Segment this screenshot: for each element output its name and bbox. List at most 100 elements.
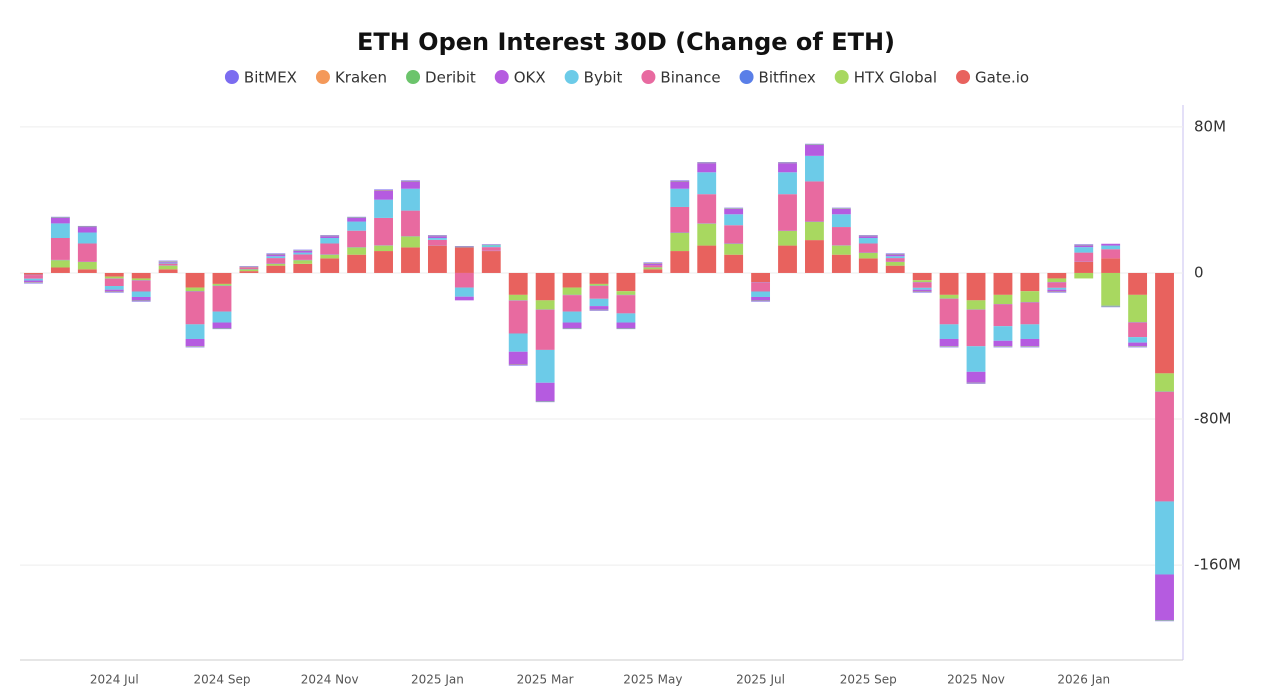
bar-segment [320,236,340,238]
bar-segment [401,236,420,248]
bar-segment [724,243,744,255]
bar-segment [966,346,986,372]
bar-segment [77,262,97,270]
bar-segment [1101,272,1121,306]
bar-segment [185,287,205,292]
bar-segment [1101,249,1121,259]
bar-segment [858,252,878,259]
bar-segment [1047,289,1067,292]
bar-segment [831,214,851,228]
bar-segment [616,322,636,329]
bar-segment [212,272,232,284]
bar-segment [1155,620,1174,622]
bar-segment [966,383,986,384]
bar-segment [104,272,124,277]
bar-segment [50,223,70,238]
bar-segment [724,207,744,209]
bar-segment [320,235,340,236]
legend-marker [315,70,330,84]
bar-segment [508,300,528,334]
bar-segment [454,246,474,247]
bar-segment [724,225,744,244]
bar-segment [939,294,959,299]
bar-segment [778,230,797,246]
bar-segment [185,346,205,348]
bar-segment [885,265,905,273]
bar-segment [697,194,717,224]
bar-segment [1020,324,1040,339]
bar-segment [212,328,232,330]
bar-segment [885,256,905,259]
x-tick-label: 2025 Jul [736,673,785,687]
bar-segment [401,247,420,273]
bar-segment [239,271,259,273]
bar-segment [831,254,851,273]
bar-segment [535,349,555,383]
bar-segment [939,346,959,348]
y-tick-label: -160M [1194,556,1241,574]
bar-segment [24,278,43,281]
bar-segment [401,180,420,181]
bar-segment [1047,287,1067,290]
bar-segment [347,221,367,231]
bar-segment [104,276,124,279]
bar-segment [966,309,986,347]
bar-segment [670,188,690,207]
bar-segment [212,322,232,329]
bar-segment [1128,272,1148,295]
bar-segment [104,286,124,290]
bar-segment [1155,574,1174,621]
legend-label: Gate.io [975,69,1029,87]
bar-segment [966,371,986,383]
legend-marker [224,70,239,84]
bar-segment [993,340,1013,347]
x-tick-label: 2024 Nov [301,673,359,687]
bar-segment [427,236,447,238]
bar-segment [401,181,420,189]
bar-segment [77,232,97,244]
bar-segment [805,221,824,241]
bar-segment [24,282,43,284]
bar-segment [427,235,447,236]
bar-segment [454,296,474,301]
legend-label: Bybit [584,69,623,87]
bar-segment [858,236,878,238]
bar-segment [427,239,447,246]
bar-segment [939,324,959,339]
bar-segment [212,286,232,312]
bar-segment [589,286,609,299]
bar-segment [993,272,1013,295]
bar-segment [131,272,151,279]
bar-segment [77,269,97,273]
bar-segment [670,251,690,273]
bar-segment [266,254,286,257]
bar-segment [805,155,824,182]
bar-segment [1128,337,1148,343]
bar-segment [401,188,420,211]
bar-segment [239,267,259,270]
x-tick-label: 2026 Jan [1057,673,1110,687]
bar-segment [751,272,771,283]
x-tick-label: 2024 Jul [90,673,139,687]
bar-segment [347,217,367,222]
bar-segment [724,254,744,273]
bar-segment [831,227,851,246]
legend-label: Deribit [425,69,476,87]
bar-segment [535,300,555,310]
bar-segment [562,322,582,329]
bar-segment [1074,247,1094,253]
bar-segment [185,338,205,347]
legend-marker [564,70,579,84]
bar-segment [697,223,717,246]
bar-segment [1155,272,1174,374]
bar-segment [751,282,771,292]
bar-segment [778,172,797,195]
bar-segment [185,324,205,339]
bar-segment [427,237,447,240]
bar-segment [50,260,70,268]
bar-segment [1155,373,1174,392]
bar-segment [697,172,717,195]
bar-segment [1047,282,1067,288]
x-tick-label: 2025 Nov [947,673,1005,687]
